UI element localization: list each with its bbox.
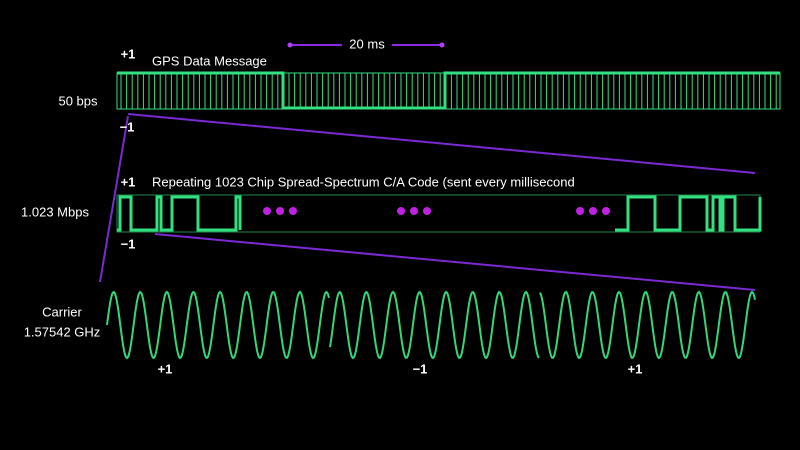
phase-label: +1	[628, 361, 643, 376]
code-chips	[615, 195, 762, 232]
zoom-line	[99, 115, 129, 283]
high-label: +1	[121, 46, 136, 61]
high-label: +1	[121, 174, 136, 189]
zoom-lines	[99, 113, 756, 291]
carrier-wave	[106, 290, 756, 360]
data-bits	[117, 71, 780, 110]
ellipsis-dot	[589, 207, 597, 215]
ellipsis-dot	[397, 207, 405, 215]
scale-end	[439, 42, 445, 48]
carrier-label: 1.57542 GHz	[24, 324, 101, 339]
ellipsis-dot	[289, 207, 297, 215]
code-waveform	[116, 194, 762, 233]
zoom-line	[127, 113, 756, 174]
low-label: −1	[121, 236, 136, 251]
carrier-label: Carrier	[42, 304, 82, 319]
rate-label: 50 bps	[58, 93, 98, 108]
scale-end	[287, 42, 293, 48]
ellipsis-dot	[576, 207, 584, 215]
row-title: Repeating 1023 Chip Spread-Spectrum C/A …	[152, 174, 575, 189]
scale-label-bg	[342, 36, 392, 54]
data-waveform	[116, 71, 781, 110]
ellipsis-dot	[276, 207, 284, 215]
phase-label: +1	[158, 361, 173, 376]
ellipsis-dot	[602, 207, 610, 215]
zoom-line	[154, 233, 756, 291]
low-label: −1	[120, 119, 135, 134]
ellipsis-dot	[263, 207, 271, 215]
ellipsis-dot	[423, 207, 431, 215]
rate-label: 1.023 Mbps	[21, 204, 89, 219]
scale-label: 20 ms	[349, 36, 385, 51]
ellipsis-dot	[410, 207, 418, 215]
phase-label: −1	[413, 361, 428, 376]
code-chips	[117, 195, 242, 232]
row-title: GPS Data Message	[152, 53, 267, 68]
